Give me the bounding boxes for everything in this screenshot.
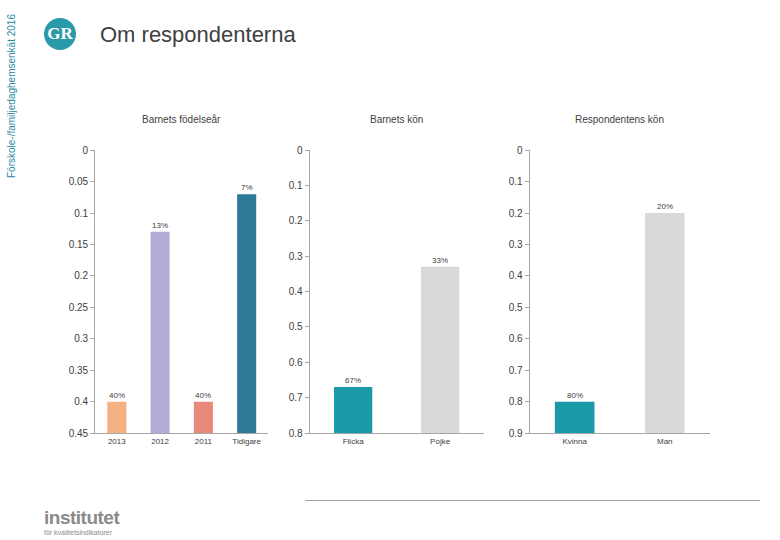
svg-text:Respondentens kön: Respondentens kön [575, 114, 664, 125]
svg-text:0.8: 0.8 [509, 396, 523, 407]
svg-text:0.1: 0.1 [289, 180, 303, 191]
svg-text:0: 0 [83, 145, 89, 156]
svg-text:0.1: 0.1 [74, 208, 88, 219]
svg-text:0.2: 0.2 [74, 270, 88, 281]
svg-text:0.2: 0.2 [289, 215, 303, 226]
svg-text:20%: 20% [657, 202, 673, 211]
svg-text:80%: 80% [567, 391, 583, 400]
svg-text:Kvinna: Kvinna [562, 437, 587, 446]
svg-text:Man: Man [657, 437, 673, 446]
svg-text:0.3: 0.3 [74, 333, 88, 344]
svg-text:0.5: 0.5 [289, 321, 303, 332]
svg-text:7%: 7% [241, 183, 253, 192]
html-text:GR: GR [47, 24, 73, 43]
html-text:för kvalitetsindikatorer: för kvalitetsindikatorer [44, 529, 113, 536]
svg-text:0.7: 0.7 [509, 365, 523, 376]
svg-text:0.6: 0.6 [289, 357, 303, 368]
html-text:institutet: institutet [44, 507, 120, 528]
svg-text:13%: 13% [152, 221, 168, 230]
html-text:Om respondenterna: Om respondenterna [100, 22, 296, 47]
svg-text:0.05: 0.05 [69, 176, 89, 187]
svg-text:0.8: 0.8 [289, 428, 303, 439]
svg-text:0.9: 0.9 [509, 428, 523, 439]
svg-text:2013: 2013 [108, 437, 126, 446]
svg-text:0: 0 [297, 145, 303, 156]
svg-text:0.7: 0.7 [289, 392, 303, 403]
svg-text:0: 0 [517, 145, 523, 156]
svg-text:0.15: 0.15 [69, 239, 89, 250]
svg-text:Barnets födelseår: Barnets födelseår [142, 114, 221, 125]
svg-text:0.45: 0.45 [69, 428, 89, 439]
svg-text:2012: 2012 [151, 437, 169, 446]
svg-text:Pojke: Pojke [430, 437, 451, 446]
svg-text:0.3: 0.3 [509, 239, 523, 250]
svg-text:0.35: 0.35 [69, 365, 89, 376]
svg-text:0.3: 0.3 [289, 251, 303, 262]
svg-text:67%: 67% [345, 376, 361, 385]
svg-text:0.4: 0.4 [289, 286, 303, 297]
svg-text:0.4: 0.4 [74, 396, 88, 407]
svg-text:0.6: 0.6 [509, 333, 523, 344]
svg-text:0.25: 0.25 [69, 302, 89, 313]
svg-text:0.4: 0.4 [509, 270, 523, 281]
svg-text:Tidigare: Tidigare [232, 437, 261, 446]
svg-text:Flicka: Flicka [343, 437, 364, 446]
svg-text:40%: 40% [109, 391, 125, 400]
svg-text:2011: 2011 [195, 437, 213, 446]
svg-text:0.1: 0.1 [509, 176, 523, 187]
svg-text:0.2: 0.2 [509, 208, 523, 219]
svg-text:33%: 33% [432, 256, 448, 265]
svg-text:40%: 40% [195, 391, 211, 400]
svg-text:0.5: 0.5 [509, 302, 523, 313]
html-text:Förskole-/familjedaghemsenkät: Förskole-/familjedaghemsenkät 2016 [6, 14, 17, 178]
svg-text:Barnets kön: Barnets kön [370, 114, 423, 125]
